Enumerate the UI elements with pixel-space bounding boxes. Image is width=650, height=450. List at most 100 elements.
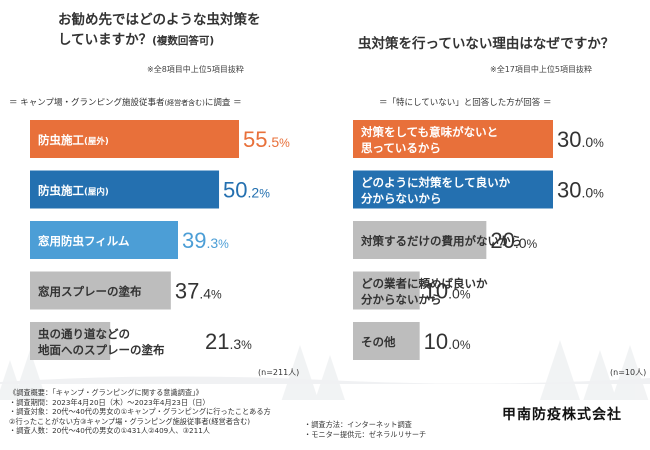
right-bar-1 [353,120,553,158]
left-value-dec-2: .2 [248,185,260,201]
right-bar-2 [353,170,553,209]
right-category-label-2-line2: 分からないから [361,192,442,206]
left-bar-3 [30,221,178,259]
left-sample-size: (n=211人) [258,368,300,377]
right-note: ※全17項目中上位5項目抜粋 [490,65,592,74]
right-value-label-1: 30.0% [557,127,604,152]
right-value-int-1: 30 [557,127,581,152]
left-value-unit-4: % [211,288,222,302]
left-category-label-5: 虫の通り道などの [38,327,130,341]
left-category-label-2: 防虫施工(屋内) [38,184,109,198]
right-section-label: ＝「特にしていない」と回答した方が回答 ＝ [379,98,552,108]
left-value-label-2: 50.2% [223,178,270,203]
tree-shape [540,340,580,400]
right-value-unit-2: % [593,187,604,201]
right-value-unit-3: % [527,237,538,251]
left-bar-group-3: 窓用防虫フィルム 39.3% [30,221,229,259]
left-title: お勧め先ではどのような虫対策を していますか？(複数回答可) [58,10,261,51]
left-value-int-1: 55 [243,127,267,152]
left-value-dec-3: .3 [206,235,218,251]
right-value-label-2: 30.0% [557,178,604,203]
survey-monitor: ・モニター提供元：ゼネラルリサーチ [304,429,427,439]
right-category-label-4-line2: 分からないから [361,293,442,307]
right-value-int-3: 20 [490,228,514,253]
right-category-label-1-line2: 思っているから [361,141,441,155]
right-value-label-3: 20.0% [490,228,537,253]
left-bar-group-2: 防虫施工(屋内) 50.2% [30,170,270,209]
left-value-label-1: 55.5% [243,127,290,152]
left-value-unit-3: % [218,237,229,251]
survey-line-2: ・調査期間：2023年4月20日（木）～2023年4月23日（日） [9,397,210,407]
survey-summary: 《調査概要：「キャンプ・グランピングに関する意識調査」》 ・調査期間：2023年… [9,388,271,436]
left-title-sub: (複数回答可) [152,35,215,47]
tree-shape [315,355,345,400]
company-name: 甲南防疫株式会社 [502,407,622,423]
survey-method: ・調査方法：インターネット調査 [304,420,412,429]
right-value-dec-1: .0 [581,134,593,150]
left-value-int-4: 37 [175,279,199,304]
left-value-dec-5: .3 [229,336,241,352]
left-category-sublabel-2: (屋内) [84,187,109,198]
right-value-unit-4: % [460,288,471,302]
left-section-small: (経営者含む) [164,99,205,107]
survey-line-3: ・調査対象：20代～40代の男女の①キャンプ・グランピングに行ったことある方 [9,407,271,417]
left-bar-5 [30,322,111,360]
right-value-dec-3: .0 [515,235,527,251]
right-category-label-2: どのように対策をして良いか [361,176,511,190]
left-value-label-4: 37.4% [175,279,222,304]
left-title-line2: していますか？ [58,32,153,48]
right-bar-5 [353,322,420,360]
right-value-unit-1: % [593,136,604,150]
right-bar-4 [353,271,420,310]
left-bar-chart: 防虫施工(屋外) 55.5%防虫施工(屋内) 50.2%窓用防虫フィルム 39.3%窓… [30,120,290,360]
left-title-line1: お勧め先ではどのような虫対策を [58,12,261,28]
left-value-label-5: 21.3% [205,329,252,354]
left-category-label-4: 窓用スプレーの塗布 [38,285,142,299]
survey-line-4: ②行ったことがない方③キャンプ場・グランピング施設従事者(経営者含む) [9,416,251,426]
right-bar-group-5: その他 10.0% [353,322,471,360]
right-value-label-4: 10.0% [424,279,471,304]
right-value-unit-5: % [460,338,471,352]
left-bar-group-1: 防虫施工(屋外) 55.5% [30,120,290,158]
right-bar-3 [353,221,487,259]
faint-trees [0,340,649,400]
left-category-label-5-line2: 地面へのスプレーの塗布 [38,343,165,357]
right-value-label-5: 10.0% [424,329,471,354]
tree-shape [281,345,319,400]
left-bar-1 [30,120,239,158]
left-section-label: ＝ キャンプ場・グランピング施設従事者(経営者含む)に調査 ＝ [9,96,242,108]
right-title: 虫対策を行っていない理由はなぜですか？ [358,36,615,52]
left-bar-group-4: 窓用スプレーの塗布 37.4% [30,271,222,310]
left-value-label-3: 39.3% [182,228,229,253]
right-value-dec-5: .0 [448,336,460,352]
right-value-int-5: 10 [424,329,448,354]
right-category-label-5: その他 [361,335,396,349]
right-value-int-4: 10 [424,279,448,304]
left-bar-4 [30,271,171,310]
left-value-dec-4: .4 [199,286,211,302]
left-value-int-3: 39 [182,228,206,253]
left-category-label-3: 窓用防虫フィルム [38,234,130,248]
left-value-unit-5: % [241,338,252,352]
right-category-label-3: 対策するだけの費用がないから [360,234,522,248]
left-value-dec-1: .5 [267,134,279,150]
survey-line-1: 《調査概要：「キャンプ・グランピングに関する意識調査」》 [9,388,203,397]
left-bar-2 [30,170,220,209]
left-value-unit-2: % [259,187,270,201]
left-section-text: ＝ キャンプ場・グランピング施設従事者 [9,98,165,108]
tree-shape [13,350,47,400]
left-value-unit-1: % [279,136,290,150]
left-category-label-1: 防虫施工(屋外) [38,133,109,147]
tree-shape [583,350,617,400]
left-value-int-2: 50 [223,178,247,203]
survey-line-5: ・調査人数：20代～40代の男女の①431人②409人、③211人 [9,426,210,436]
right-category-label-1: 対策をしても意味がないと [360,125,498,139]
right-sample-size: (n=10人) [610,368,647,377]
